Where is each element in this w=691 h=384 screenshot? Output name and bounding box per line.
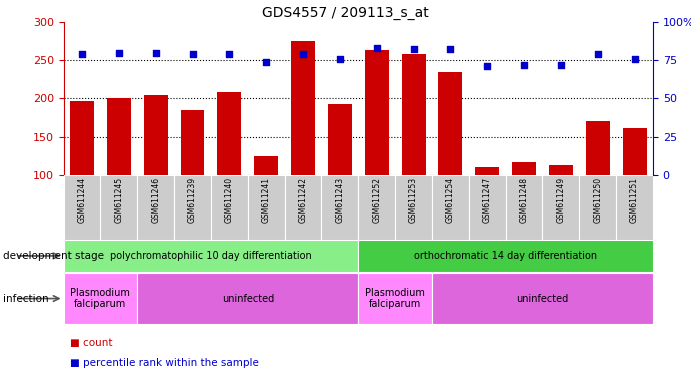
- Text: GSM611242: GSM611242: [299, 177, 307, 223]
- Text: GSM611245: GSM611245: [114, 177, 123, 223]
- Bar: [395, 175, 432, 240]
- Bar: [218, 93, 241, 175]
- Text: GSM611248: GSM611248: [520, 177, 529, 223]
- Bar: [542, 175, 579, 240]
- Bar: [64, 240, 358, 272]
- Text: infection: infection: [3, 294, 49, 304]
- Text: GSM611239: GSM611239: [188, 177, 197, 223]
- Text: development stage: development stage: [3, 251, 104, 261]
- Bar: [586, 121, 609, 175]
- Text: ■ percentile rank within the sample: ■ percentile rank within the sample: [70, 358, 259, 368]
- Bar: [180, 110, 205, 175]
- Point: [482, 63, 493, 70]
- Bar: [100, 175, 138, 240]
- Bar: [616, 175, 653, 240]
- Text: GSM611243: GSM611243: [335, 177, 344, 223]
- Point: [187, 51, 198, 57]
- Text: GSM611252: GSM611252: [372, 177, 381, 223]
- Bar: [254, 156, 278, 175]
- Text: GSM611249: GSM611249: [556, 177, 565, 223]
- Text: ■ count: ■ count: [70, 338, 113, 348]
- Bar: [358, 240, 653, 272]
- Bar: [64, 175, 100, 240]
- Bar: [328, 104, 352, 175]
- Point: [77, 51, 88, 57]
- Point: [371, 45, 382, 51]
- Bar: [506, 175, 542, 240]
- Text: GSM611246: GSM611246: [151, 177, 160, 223]
- Bar: [549, 165, 573, 175]
- Text: GSM611240: GSM611240: [225, 177, 234, 223]
- Bar: [211, 175, 248, 240]
- Bar: [291, 41, 315, 175]
- Point: [445, 46, 456, 53]
- Text: GSM611253: GSM611253: [409, 177, 418, 223]
- Bar: [64, 273, 138, 324]
- Point: [629, 56, 640, 62]
- Point: [592, 51, 603, 57]
- Bar: [138, 273, 358, 324]
- Bar: [468, 175, 506, 240]
- Point: [261, 59, 272, 65]
- Bar: [475, 167, 499, 175]
- Point: [408, 46, 419, 53]
- Point: [298, 51, 309, 57]
- Bar: [579, 175, 616, 240]
- Text: GSM611254: GSM611254: [446, 177, 455, 223]
- Bar: [401, 54, 426, 175]
- Bar: [70, 101, 94, 175]
- Bar: [174, 175, 211, 240]
- Text: GSM611250: GSM611250: [594, 177, 603, 223]
- Bar: [138, 175, 174, 240]
- Text: uninfected: uninfected: [516, 293, 569, 304]
- Text: orthochromatic 14 day differentiation: orthochromatic 14 day differentiation: [414, 251, 597, 261]
- Bar: [358, 273, 432, 324]
- Bar: [512, 162, 536, 175]
- Point: [113, 50, 124, 56]
- Text: Plasmodium
falciparum: Plasmodium falciparum: [70, 288, 131, 310]
- Text: GSM611251: GSM611251: [630, 177, 639, 223]
- Bar: [248, 175, 285, 240]
- Text: GSM611247: GSM611247: [483, 177, 492, 223]
- Point: [224, 51, 235, 57]
- Bar: [321, 175, 358, 240]
- Bar: [365, 50, 388, 175]
- Text: GSM611241: GSM611241: [262, 177, 271, 223]
- Text: GDS4557 / 209113_s_at: GDS4557 / 209113_s_at: [262, 6, 429, 20]
- Bar: [623, 128, 647, 175]
- Bar: [438, 73, 462, 175]
- Bar: [358, 175, 395, 240]
- Text: uninfected: uninfected: [222, 293, 274, 304]
- Point: [150, 50, 161, 56]
- Bar: [432, 273, 653, 324]
- Text: polychromatophilic 10 day differentiation: polychromatophilic 10 day differentiatio…: [110, 251, 312, 261]
- Text: GSM611244: GSM611244: [77, 177, 86, 223]
- Point: [518, 62, 529, 68]
- Bar: [144, 95, 168, 175]
- Bar: [285, 175, 321, 240]
- Bar: [107, 98, 131, 175]
- Bar: [432, 175, 468, 240]
- Point: [556, 62, 567, 68]
- Text: Plasmodium
falciparum: Plasmodium falciparum: [365, 288, 425, 310]
- Point: [334, 56, 346, 62]
